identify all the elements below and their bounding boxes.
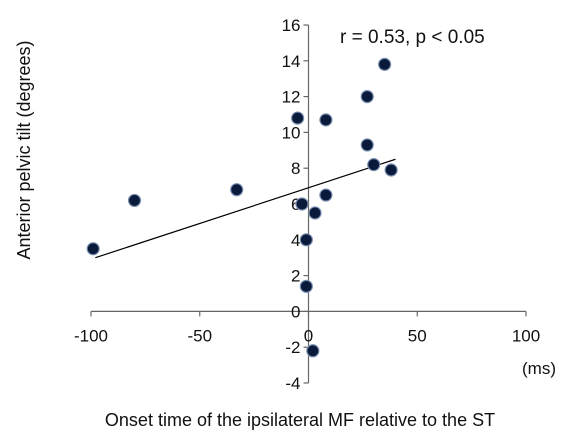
data-point	[308, 206, 322, 220]
y-tick-label: 0	[291, 302, 300, 321]
data-point	[299, 233, 313, 247]
x-tick-label: 100	[512, 326, 540, 345]
data-point	[378, 57, 392, 71]
data-point	[384, 163, 398, 177]
y-tick-label: 16	[282, 16, 301, 35]
x-axis-unit: (ms)	[522, 359, 556, 378]
y-tick-label: -4	[285, 374, 300, 393]
data-point	[306, 344, 320, 358]
data-point	[291, 111, 305, 125]
data-point	[295, 197, 309, 211]
x-tick-label: 50	[408, 326, 427, 345]
data-point	[319, 188, 333, 202]
x-axis-label: Onset time of the ipsilateral MF relativ…	[105, 410, 495, 430]
y-tick-label: 10	[282, 123, 301, 142]
y-tick-label: 14	[282, 52, 301, 71]
y-tick-label: 2	[291, 267, 300, 286]
data-point	[319, 113, 333, 127]
x-tick-label: -100	[74, 326, 108, 345]
data-point	[230, 183, 244, 197]
x-tick-label: -50	[187, 326, 212, 345]
data-point	[360, 138, 374, 152]
x-tick-label: 0	[304, 326, 313, 345]
data-point	[86, 242, 100, 256]
data-point	[367, 158, 381, 172]
data-points	[86, 57, 398, 358]
data-point	[299, 279, 313, 293]
y-tick-label: 8	[291, 159, 300, 178]
y-tick-label: -2	[285, 338, 300, 357]
y-tick-label: 12	[282, 88, 301, 107]
trendline	[95, 158, 396, 259]
y-axis-label: Anterior pelvic tilt (degrees)	[14, 40, 34, 259]
data-point	[127, 193, 142, 208]
correlation-annotation: r = 0.53, p < 0.05	[340, 27, 485, 48]
trendline-layer	[95, 158, 396, 259]
y-tick-label: 4	[291, 231, 300, 250]
data-point	[360, 89, 374, 104]
